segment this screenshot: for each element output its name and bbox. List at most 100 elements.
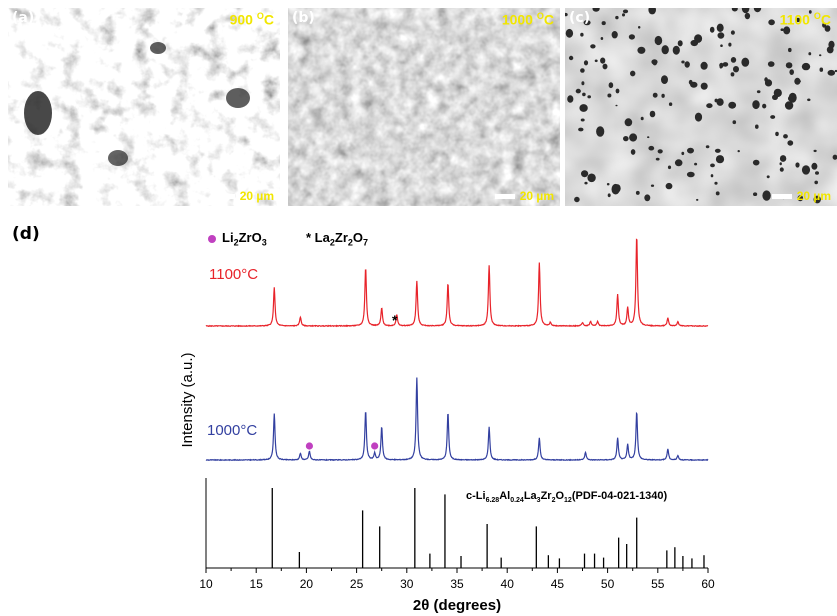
pore [630,149,636,155]
pore [741,57,750,67]
pore [768,19,775,26]
pore [801,62,811,71]
pore [715,155,725,164]
pore [783,134,788,139]
pore [581,170,589,178]
pore [644,194,651,202]
pore [583,20,591,26]
x-tick-label: 55 [651,577,665,591]
pore [787,140,794,146]
pore [661,93,665,98]
pore [728,42,732,47]
pore [797,195,804,202]
scale-bar-text: 20 µm [239,189,274,203]
pore [834,69,837,73]
pore [565,12,568,17]
reference-sticks [271,488,705,568]
pore [741,8,750,14]
pore [788,47,792,53]
pore [788,92,797,103]
pore [668,102,673,106]
pore [635,190,640,195]
pore [706,103,713,109]
pore [752,100,760,110]
pore [684,61,690,68]
pore [730,30,735,35]
x-tick-label: 15 [250,577,264,591]
pore [819,54,822,57]
pore [731,8,738,12]
x-tick-label: 45 [551,577,565,591]
pore [630,70,636,77]
pore [730,72,735,77]
scale-bar-line [214,193,235,199]
pore [578,127,584,132]
sem-temperature-label: 1000 OC [501,11,554,28]
x-tick-label: 50 [601,577,615,591]
pore [592,8,600,12]
pore [650,184,655,187]
pore [574,196,580,203]
pore [615,104,618,107]
pore [764,79,773,87]
sem-temperature-label: 900 OC [229,11,274,28]
sem-image-c [565,8,837,206]
pore [700,82,708,90]
pore [665,182,673,190]
pore [755,124,759,129]
pore [762,103,767,109]
pore [607,193,611,198]
pore [717,32,725,39]
sem-panel-label: (a) [12,10,35,26]
curve-label-1000: 1000°C [207,422,258,439]
pore [652,60,657,66]
pore [580,118,585,122]
pore [655,157,660,161]
pore [606,183,610,186]
series-line-1000 [205,377,709,462]
pore [694,162,698,166]
pore [696,198,699,201]
pore [766,175,770,179]
phase-markers: * [305,312,398,450]
scale-bar: 20 µm [771,189,831,203]
x-axis-label: 2θ (degrees) [413,597,501,614]
pore [784,101,794,110]
panel-d-label: (d) [12,224,40,244]
pore [667,165,672,170]
xrd-axes: 10 15 20 25 30 35 40 45 50 55 60 [199,478,715,591]
pore [600,37,604,40]
sem-panel-b: (b) 1000 OC 20 µm [288,8,560,206]
series-line-1100 [205,238,709,328]
pore [733,66,739,73]
pore [575,88,581,94]
pore [719,65,723,69]
pore [648,145,655,151]
pore [722,62,729,67]
pore [779,167,784,172]
pore [568,55,574,61]
x-tick-label: 35 [450,577,464,591]
sem-temperature-label: 1100 OC [779,11,831,28]
sem-image-b [288,8,560,206]
pore [732,120,737,125]
pore [638,26,641,29]
li2zro3-marker [208,234,216,243]
pore [815,171,819,175]
x-tick-label: 60 [701,577,715,591]
pore [753,192,758,196]
pore [582,92,586,97]
pore [694,34,703,43]
pore [824,25,831,32]
scale-bar: 20 µm [494,189,554,203]
pore [752,159,760,166]
pore [710,163,715,168]
pore [647,136,650,139]
pore [710,174,714,178]
pore [780,28,784,32]
pore [822,22,827,28]
pore [579,104,588,112]
pore [783,26,791,35]
pore [801,165,811,175]
pore [795,17,801,23]
